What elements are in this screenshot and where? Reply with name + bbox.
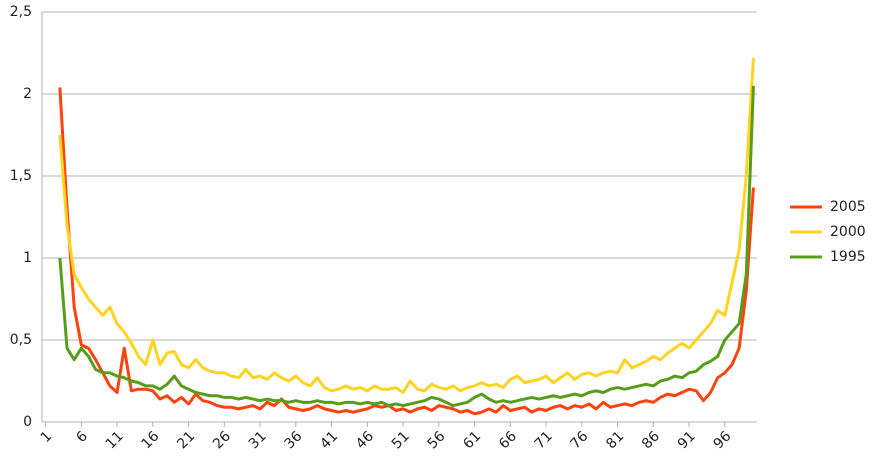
legend-label: 1995 [830,249,866,265]
y-tick-label: 1,5 [10,168,32,184]
x-tick-label: 46 [353,428,377,452]
x-tick-label: 26 [210,428,234,452]
series-line [58,85,755,408]
x-tick-label: 96 [711,428,735,452]
x-tick-label: 66 [496,428,520,452]
y-tick-label: 2 [23,86,32,102]
x-tick-label: 21 [174,428,198,452]
y-tick-label: 2,5 [10,4,32,20]
x-tick-label: 51 [389,428,413,452]
x-tick-label: 76 [568,428,592,452]
x-tick-label: 11 [103,428,127,452]
x-tick-label: 56 [425,428,449,452]
series-line [58,87,755,416]
x-tick-label: 81 [603,428,627,452]
x-tick-label: 91 [675,428,699,452]
y-tick-label: 1 [23,250,32,266]
x-tick-label: 31 [246,428,270,452]
x-tick-label: 86 [639,428,663,452]
series-line [58,57,755,394]
x-tick-label: 1 [38,428,56,446]
x-tick-label: 16 [139,428,163,452]
legend-label: 2005 [830,199,866,215]
x-tick-label: 6 [73,428,91,446]
x-tick-label: 71 [532,428,556,452]
y-tick-label: 0 [23,414,32,430]
x-tick-label: 41 [317,428,341,452]
x-tick-label: 36 [282,428,306,452]
legend-label: 2000 [830,224,866,240]
x-tick-label: 61 [460,428,484,452]
y-tick-label: 0,5 [10,332,32,348]
